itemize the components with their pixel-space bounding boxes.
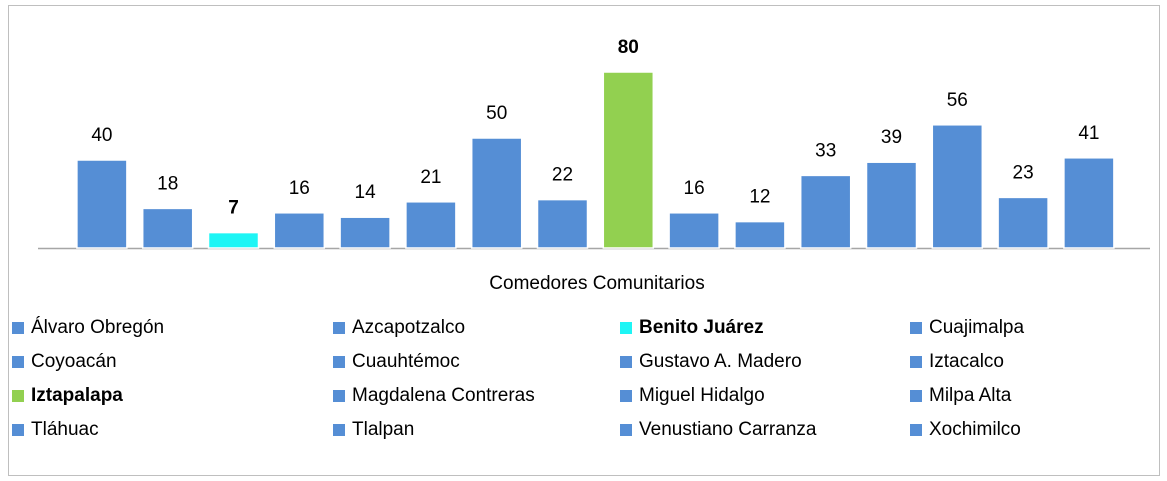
bar <box>536 198 589 249</box>
legend-swatch <box>620 356 632 368</box>
bar <box>273 212 326 249</box>
bar <box>141 207 194 249</box>
legend-label: Iztacalco <box>929 351 1004 372</box>
legend-label: Azcapotzalco <box>352 317 465 338</box>
bar <box>931 124 984 249</box>
bar <box>339 216 391 249</box>
value-label: 80 <box>618 37 639 58</box>
legend-swatch <box>12 322 24 334</box>
bar <box>668 212 720 249</box>
value-label: 7 <box>228 198 239 219</box>
bar <box>76 159 128 249</box>
legend-swatch <box>910 424 922 436</box>
value-label: 16 <box>289 178 310 199</box>
value-label: 50 <box>486 103 507 124</box>
legend-label: Xochimilco <box>929 419 1021 440</box>
legend-label: Tlalpan <box>352 419 414 440</box>
legend-swatch <box>333 356 345 368</box>
legend-label: Tláhuac <box>31 419 99 440</box>
legend-swatch <box>910 322 922 334</box>
legend-swatch <box>910 356 922 368</box>
value-label: 40 <box>91 125 112 146</box>
legend-label: Álvaro Obregón <box>31 317 164 338</box>
legend-swatch <box>620 322 632 334</box>
category-label: Comedores Comunitarios <box>489 273 704 294</box>
value-label: 41 <box>1078 123 1099 144</box>
bar <box>405 201 457 249</box>
bar <box>799 174 852 249</box>
legend-label: Milpa Alta <box>929 385 1012 406</box>
legend-label: Magdalena Contreras <box>352 385 535 406</box>
value-label: 33 <box>815 140 836 161</box>
bar <box>865 161 918 249</box>
value-label: 23 <box>1013 162 1034 183</box>
legend-label: Venustiano Carranza <box>639 419 817 440</box>
legend-swatch <box>12 356 24 368</box>
legend-label: Miguel Hidalgo <box>639 385 765 406</box>
bar <box>602 71 655 249</box>
legend-label: Benito Juárez <box>639 317 764 338</box>
bar <box>207 231 260 249</box>
legend-swatch <box>333 424 345 436</box>
legend-swatch <box>620 390 632 402</box>
value-label: 12 <box>749 187 770 208</box>
value-label: 56 <box>947 90 968 111</box>
legend-label: Iztapalapa <box>31 385 123 406</box>
legend-swatch <box>12 424 24 436</box>
legend-swatch <box>12 390 24 402</box>
value-label: 39 <box>881 127 902 148</box>
bar <box>734 220 786 249</box>
legend-label: Coyoacán <box>31 351 117 372</box>
legend-label: Cuauhtémoc <box>352 351 460 372</box>
bar <box>1063 157 1115 249</box>
value-label: 21 <box>420 167 441 188</box>
legend-label: Cuajimalpa <box>929 317 1024 338</box>
value-label: 14 <box>355 182 377 203</box>
value-label: 22 <box>552 165 573 186</box>
legend-label: Gustavo A. Madero <box>639 351 802 372</box>
bar <box>997 196 1049 249</box>
value-label: 18 <box>157 173 178 194</box>
value-label: 16 <box>684 178 705 199</box>
legend-swatch <box>333 322 345 334</box>
legend-swatch <box>910 390 922 402</box>
legend-swatch <box>620 424 632 436</box>
legend-swatch <box>333 390 345 402</box>
bar <box>470 137 523 249</box>
